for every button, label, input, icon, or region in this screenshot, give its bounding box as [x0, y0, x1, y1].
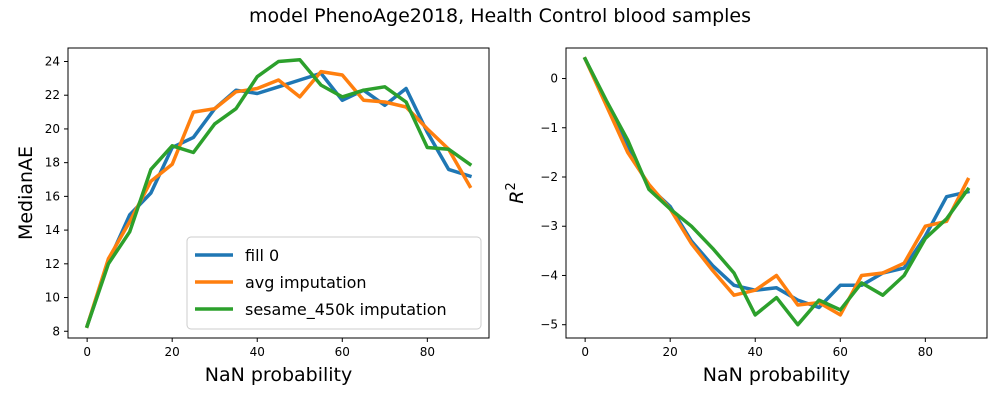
chart-1-y-tick-label: 20 — [45, 122, 60, 136]
chart-2-y-tick-label: 0 — [550, 72, 558, 86]
chart-1-y-tick-label: 12 — [45, 257, 60, 271]
chart-1-series-sesame-450k-imputation — [84, 58, 473, 329]
chart-1-y-tick-label: 18 — [45, 156, 60, 170]
chart-1-series-fill-0 — [84, 71, 473, 329]
chart-1-y-tick-label: 10 — [45, 291, 60, 305]
chart-1-series-avg-imputation — [84, 69, 473, 329]
chart-1-legend-box — [186, 236, 482, 330]
chart-2-axes-frame — [565, 47, 988, 339]
chart-2-y-axis-label: R2 — [504, 182, 528, 203]
figure-title: model PhenoAge2018, Health Control blood… — [248, 5, 752, 27]
chart-1-x-tick-label: 60 — [335, 345, 350, 359]
chart-1-axes-frame — [67, 47, 490, 339]
chart-2-series-sesame-450k-imputation — [582, 56, 971, 327]
chart-1-y-tick-label: 24 — [45, 54, 60, 68]
chart-1-y-tick-label: 22 — [45, 88, 60, 102]
chart-1-x-axis-label: NaN probability — [205, 364, 352, 386]
chart-2-y-tick-label: −3 — [540, 219, 558, 233]
chart-2-x-tick-label: 40 — [748, 345, 763, 359]
chart-1-y-axis-label: MedianAE — [15, 146, 37, 240]
chart-1-legend-label-fill-0: fill 0 — [245, 246, 279, 265]
chart-2: 0 20 40 60 80 0 −1 −2 −3 −4 −5 NaN probability R2 — [504, 47, 988, 386]
chart-1-y-tick-label: 14 — [45, 223, 60, 237]
chart-2-x-tick-label: 60 — [833, 345, 848, 359]
chart-2-y-tick-label: −4 — [540, 268, 558, 282]
chart-1-x-tick-label: 20 — [165, 345, 180, 359]
chart-1-x-tick-label: 80 — [420, 345, 435, 359]
chart-1-y-tick-label: 16 — [45, 189, 60, 203]
chart-1-legend-label-sesame-450k-imputation: sesame_450k imputation — [245, 300, 447, 320]
chart-2-x-tick-label: 20 — [663, 345, 678, 359]
chart-1: 0 20 40 60 80 8 10 12 14 16 18 20 22 24 NaN probabilit… — [15, 47, 490, 386]
chart-1-legend-label-avg-imputation: avg imputation — [245, 273, 367, 292]
chart-2-x-axis-label: NaN probability — [703, 364, 850, 386]
chart-1-x-tick-label: 40 — [250, 345, 265, 359]
chart-1-y-tick-label: 8 — [52, 324, 60, 338]
chart-1-legend: fill 0 avg imputation sesame_450k imputati… — [186, 236, 482, 330]
chart-2-x-tick-label: 0 — [581, 345, 589, 359]
chart-2-y-tick-label: −1 — [540, 121, 558, 135]
chart-2-series-avg-imputation — [582, 56, 971, 317]
chart-2-x-tick-label: 80 — [918, 345, 933, 359]
chart-2-y-tick-label: −5 — [540, 318, 558, 332]
chart-2-y-tick-label: −2 — [540, 170, 558, 184]
chart-2-series-fill-0 — [582, 56, 970, 310]
chart-1-x-tick-label: 0 — [83, 345, 91, 359]
